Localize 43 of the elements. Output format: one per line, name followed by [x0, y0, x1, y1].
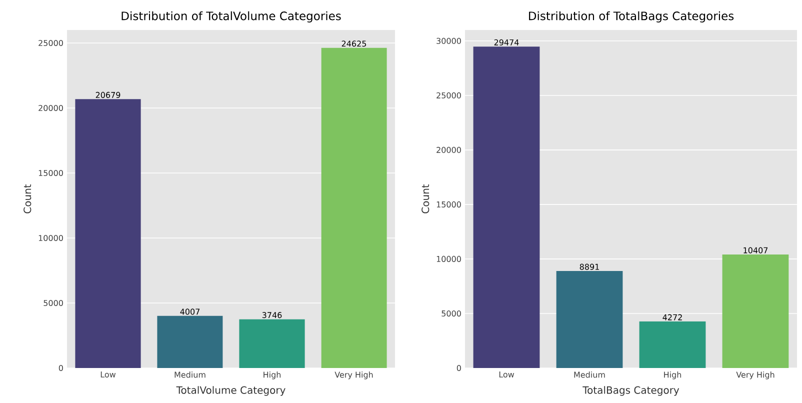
y-tick-label: 30000 [436, 38, 461, 44]
y-axis-title: Count [24, 184, 32, 214]
y-tick-label: 20000 [436, 146, 461, 153]
data-label: 29474 [494, 39, 519, 46]
bar [239, 319, 305, 368]
y-tick-label: 25000 [436, 92, 461, 98]
x-tick-label: High [264, 372, 281, 380]
y-tick-label: 5000 [44, 300, 63, 306]
x-tick-label: Low [499, 372, 514, 378]
bar [556, 271, 623, 368]
x-tick-label: Medium [574, 372, 605, 378]
data-label: 4272 [662, 314, 682, 320]
x-tick-label: Very High [736, 372, 774, 380]
x-tick-label: Very High [334, 372, 373, 380]
chart-title: Distribution of TotalBags Categories [529, 11, 734, 22]
bar [639, 321, 706, 368]
data-label: 24625 [342, 40, 366, 47]
bar [321, 48, 387, 368]
chart-title: Distribution of TotalVolume Categories [122, 11, 341, 22]
x-axis-title: TotalBags Category [582, 386, 680, 396]
bar [722, 254, 789, 368]
y-tick-label: 5000 [442, 310, 461, 316]
y-tick-label: 15000 [38, 170, 63, 176]
data-label: 8891 [580, 264, 599, 270]
bar [157, 316, 223, 368]
x-axis-title: TotalVolume Category [176, 386, 286, 396]
y-tick-label: 25000 [38, 40, 63, 46]
y-tick-label: 10000 [436, 256, 461, 262]
bar [473, 46, 540, 368]
x-tick-label: Medium [174, 372, 206, 378]
data-label: 20679 [96, 92, 120, 98]
y-tick-label: 15000 [436, 201, 461, 208]
bar [75, 99, 141, 368]
data-label: 4007 [180, 308, 200, 315]
y-tick-label: 20000 [38, 104, 63, 112]
y-axis-title: Count [422, 184, 430, 214]
data-label: 10407 [744, 247, 768, 254]
x-tick-label: High [664, 372, 682, 380]
data-label: 3746 [262, 312, 282, 318]
y-tick-label: 0 [58, 364, 63, 372]
y-tick-label: 10000 [38, 234, 63, 242]
x-tick-label: Low [100, 372, 116, 378]
y-tick-label: 0 [456, 364, 461, 372]
